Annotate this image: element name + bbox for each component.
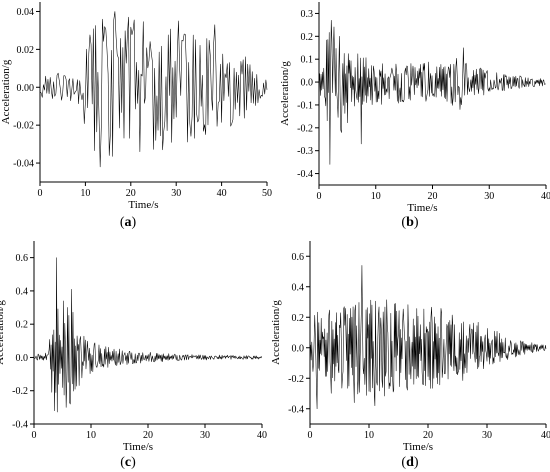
panel-label: (b) xyxy=(401,215,418,230)
x-tick-label: 50 xyxy=(262,188,272,199)
panel-label: (d) xyxy=(401,455,418,470)
y-tick-label: -0.1 xyxy=(297,100,313,111)
x-tick-label: 40 xyxy=(541,191,550,202)
y-tick-label: -0.4 xyxy=(288,404,304,415)
panel-label-letter: d xyxy=(406,455,414,470)
y-tick-label: 0.6 xyxy=(16,253,29,264)
y-tick-label: 0.2 xyxy=(301,32,314,43)
panel-label-open: ( xyxy=(120,215,125,230)
acceleration-series-line xyxy=(309,265,547,410)
y-tick-label: 0.6 xyxy=(292,252,305,263)
y-tick-label: -0.2 xyxy=(297,123,313,134)
panel-label-open: ( xyxy=(120,455,125,470)
y-axis-label: Acceleration/g xyxy=(0,300,6,365)
x-tick-label: 20 xyxy=(428,191,438,202)
panel-label: (a) xyxy=(120,215,137,230)
y-tick-label: 0.00 xyxy=(17,83,35,94)
x-tick-label: 30 xyxy=(482,430,492,441)
y-tick-label: 0.4 xyxy=(16,286,29,297)
x-tick-label: 0 xyxy=(317,191,322,202)
x-tick-label: 20 xyxy=(143,430,153,441)
panel-label-open: ( xyxy=(401,455,406,470)
x-axis-label: Time/s xyxy=(407,202,437,214)
x-tick-label: 0 xyxy=(38,188,43,199)
y-tick-label: 0.04 xyxy=(17,7,35,18)
y-tick-label: -0.2 xyxy=(12,386,28,397)
x-tick-label: 10 xyxy=(371,191,381,202)
y-tick-label: 0.02 xyxy=(17,45,35,56)
x-tick-label: 10 xyxy=(86,430,96,441)
y-tick-label: -0.04 xyxy=(13,159,34,170)
y-tick-label: 0.2 xyxy=(16,320,29,331)
panel-label-letter: c xyxy=(125,455,131,470)
y-tick-label: -0.02 xyxy=(13,121,34,132)
y-axis-label: Acceleration/g xyxy=(0,59,12,124)
x-tick-label: 20 xyxy=(126,188,136,199)
x-tick-label: 10 xyxy=(364,430,374,441)
chart-panel-a: 0 10 20 30 40 50 -0.04 -0.02 0.00 0.02 0.04 Time/s A… xyxy=(0,2,272,230)
x-tick-label: 30 xyxy=(171,188,181,199)
y-tick-label: -0.4 xyxy=(297,169,313,180)
panel-label-close: ) xyxy=(414,455,419,470)
x-tick-label: 30 xyxy=(200,430,210,441)
y-tick-label: 0.3 xyxy=(301,9,314,20)
x-tick-label: 40 xyxy=(541,430,550,441)
panel-label-open: ( xyxy=(401,215,406,230)
chart-panel-c: 0 10 20 30 40 -0.4 -0.2 0.0 0.2 0.4 0.6 Time/s Accel… xyxy=(0,241,267,470)
chart-panel-b: 0 10 20 30 40 -0.4 -0.3 -0.2 -0.1 0.0 0.1 0.2 0.3 Tim… xyxy=(279,2,550,230)
x-tick-label: 30 xyxy=(484,191,494,202)
panel-label-letter: a xyxy=(125,215,132,230)
y-tick-label: -0.4 xyxy=(12,420,28,431)
y-tick-label: -0.3 xyxy=(297,146,313,157)
panel-label-close: ) xyxy=(414,215,419,230)
panel-label: (c) xyxy=(120,455,136,470)
y-tick-label: 0.1 xyxy=(301,55,314,66)
x-tick-label: 0 xyxy=(32,430,37,441)
x-tick-label: 10 xyxy=(80,188,90,199)
y-axis-label: Acceleration/g xyxy=(279,61,291,126)
y-tick-label: 0.4 xyxy=(292,282,305,293)
x-axis-label: Time/s xyxy=(128,199,158,211)
y-axis-label: Acceleration/g xyxy=(270,300,282,365)
panel-label-close: ) xyxy=(132,215,137,230)
x-tick-label: 20 xyxy=(423,430,433,441)
y-tick-label: 0.2 xyxy=(292,313,305,324)
x-axis-label: Time/s xyxy=(123,441,153,453)
panel-label-letter: b xyxy=(406,215,414,230)
acceleration-series-line xyxy=(39,11,268,168)
y-tick-label: 0.0 xyxy=(301,78,314,89)
y-tick-label: -0.2 xyxy=(288,374,304,385)
y-tick-label: 0.0 xyxy=(16,353,29,364)
panel-label-close: ) xyxy=(131,455,136,470)
acceleration-series-line xyxy=(318,20,546,165)
acceleration-series-line xyxy=(33,257,263,413)
x-axis-label: Time/s xyxy=(403,441,433,453)
x-tick-label: 0 xyxy=(308,430,313,441)
chart-panel-d: 0 10 20 30 40 -0.4 -0.2 0.0 0.2 0.4 0.6 Time/s Accel… xyxy=(270,241,550,470)
y-tick-label: 0.0 xyxy=(292,343,305,354)
x-tick-label: 40 xyxy=(217,188,227,199)
x-tick-label: 40 xyxy=(257,430,267,441)
